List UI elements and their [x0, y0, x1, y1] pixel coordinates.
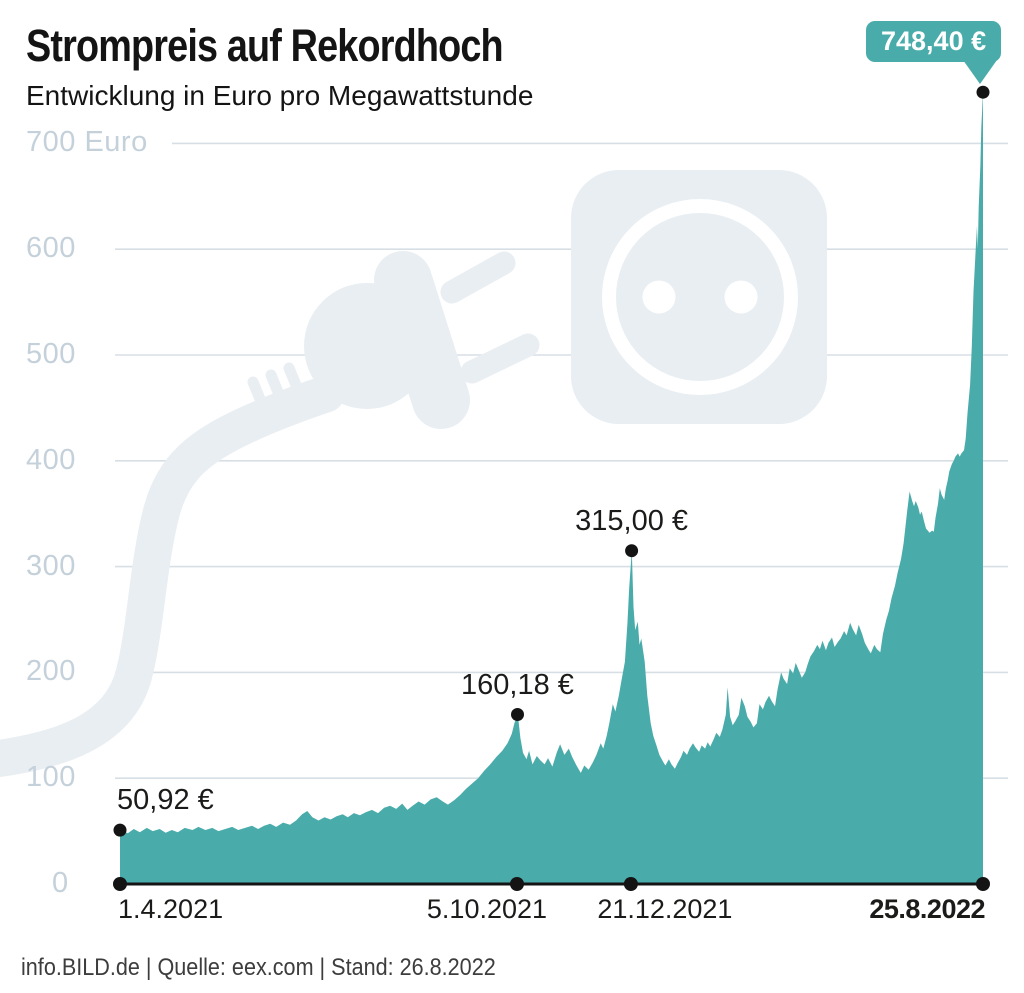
y-axis-label: 700 Euro [26, 126, 148, 159]
axis-group [113, 85, 990, 891]
axis-tick-dot [976, 877, 990, 891]
x-axis-label: 5.10.2021 [426, 894, 548, 924]
y-axis-label: 600 [26, 232, 76, 265]
data-point-dot [113, 823, 127, 837]
x-axis-label: 1.4.2021 [118, 894, 224, 924]
peak-value-badge: 748,40 € [866, 21, 1002, 84]
value-annotation: 160,18 € [461, 668, 574, 701]
plug-strain-relief-icon [247, 362, 313, 432]
gridlines-group [115, 142, 1008, 780]
data-point-dot [625, 544, 639, 558]
axis-tick-dot [510, 877, 524, 891]
value-annotation: 315,00 € [575, 504, 689, 537]
source-line: info.BILD.de | Quelle: eex.com | Stand: … [21, 954, 496, 981]
x-axis-label: 21.12.2021 [597, 894, 733, 924]
y-axis-label: 400 [26, 443, 76, 476]
value-annotation: 50,92 € [117, 784, 214, 817]
y-axis-label: 500 [26, 338, 76, 370]
power-plug-icon [304, 251, 540, 429]
y-axis-label: 300 [26, 549, 76, 582]
x-axis-label: 25.8.2022 [869, 894, 985, 924]
peak-value-label: 748,40 € [881, 26, 987, 56]
power-cable-icon [0, 375, 345, 778]
price-area-group [120, 92, 983, 884]
price-area-series [120, 92, 983, 884]
page-title: Strompreis auf Rekordhoch [26, 20, 504, 71]
data-point-dot [511, 708, 524, 721]
y-axis-label: 0 [52, 867, 69, 899]
axis-tick-dot [113, 877, 127, 891]
decoration-group [0, 170, 827, 778]
axis-tick-dot [623, 877, 638, 891]
y-axis-label: 200 [26, 655, 76, 688]
page-subtitle: Entwicklung in Euro pro Megawattstunde [26, 80, 534, 111]
power-socket-icon [571, 170, 827, 424]
data-point-dot [976, 85, 990, 99]
y-axis-label: 100 [26, 761, 76, 794]
